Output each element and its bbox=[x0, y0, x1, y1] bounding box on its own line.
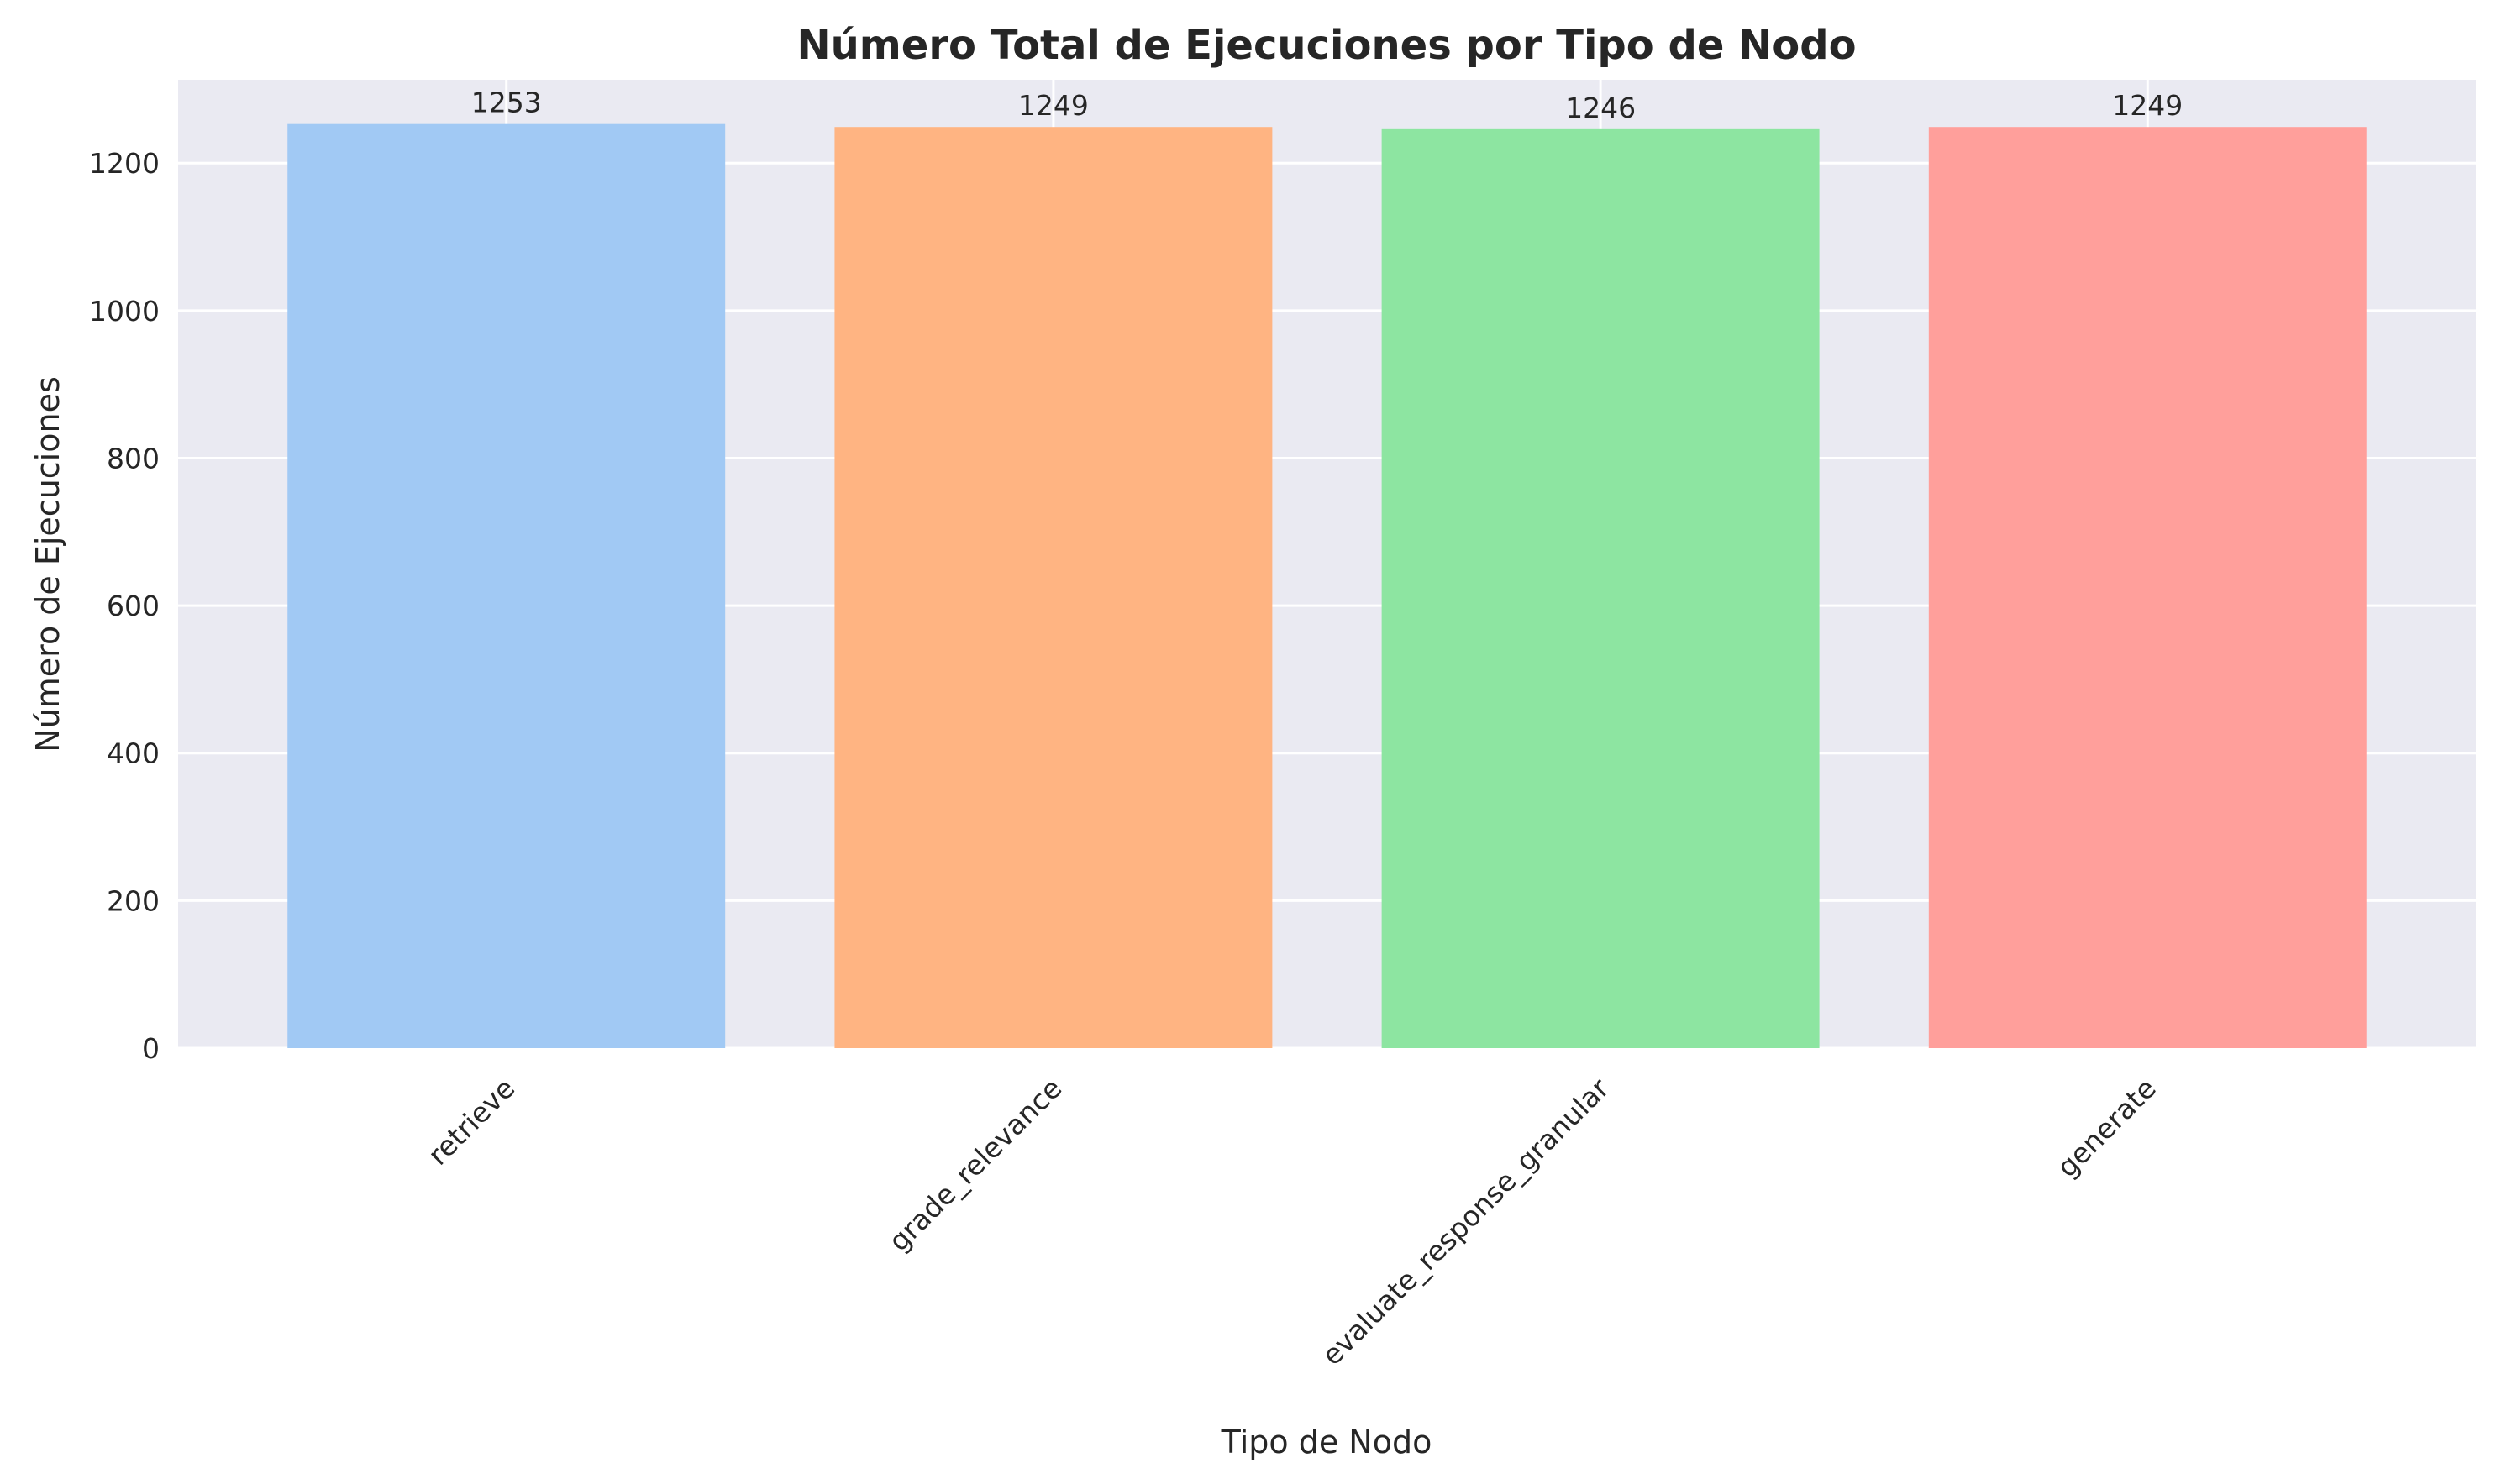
y-tick-label: 1200 bbox=[89, 147, 160, 180]
x-axis-label: Tipo de Nodo bbox=[1221, 1424, 1432, 1460]
x-tick-label-generate: generate bbox=[2051, 1072, 2162, 1183]
x-tick-label-evaluate_response_granular: evaluate_response_granular bbox=[1316, 1072, 1616, 1371]
y-tick-label: 200 bbox=[107, 884, 160, 917]
chart-title: Número Total de Ejecuciones por Tipo de … bbox=[796, 22, 1856, 69]
y-tick-label: 0 bbox=[142, 1032, 160, 1065]
x-axis-ticks: retrieve grade_relevance evaluate_response… bbox=[422, 1072, 2162, 1371]
y-tick-label: 400 bbox=[107, 737, 160, 770]
y-tick-label: 1000 bbox=[89, 295, 160, 328]
y-axis-label: Número de Ejecuciones bbox=[29, 376, 66, 752]
data-label-evaluate_response_granular: 1246 bbox=[1565, 92, 1636, 124]
y-axis-ticks: 0 200 400 600 800 1000 1200 bbox=[89, 147, 160, 1065]
data-labels: 1253 1249 1246 1249 bbox=[471, 87, 2183, 124]
x-tick-label-retrieve: retrieve bbox=[422, 1072, 522, 1172]
bar-generate bbox=[1928, 127, 2367, 1049]
bar-retrieve bbox=[287, 123, 726, 1049]
y-tick-label: 800 bbox=[107, 442, 160, 475]
x-tick-label-grade_relevance: grade_relevance bbox=[882, 1072, 1068, 1257]
y-tick-label: 600 bbox=[107, 590, 160, 622]
bar-evaluate_response_granular bbox=[1381, 128, 1820, 1049]
data-label-grade_relevance: 1249 bbox=[1018, 89, 1089, 122]
data-label-retrieve: 1253 bbox=[471, 87, 542, 119]
bar-grade_relevance bbox=[834, 127, 1273, 1049]
bars bbox=[287, 123, 2367, 1049]
data-label-generate: 1249 bbox=[2112, 89, 2183, 122]
